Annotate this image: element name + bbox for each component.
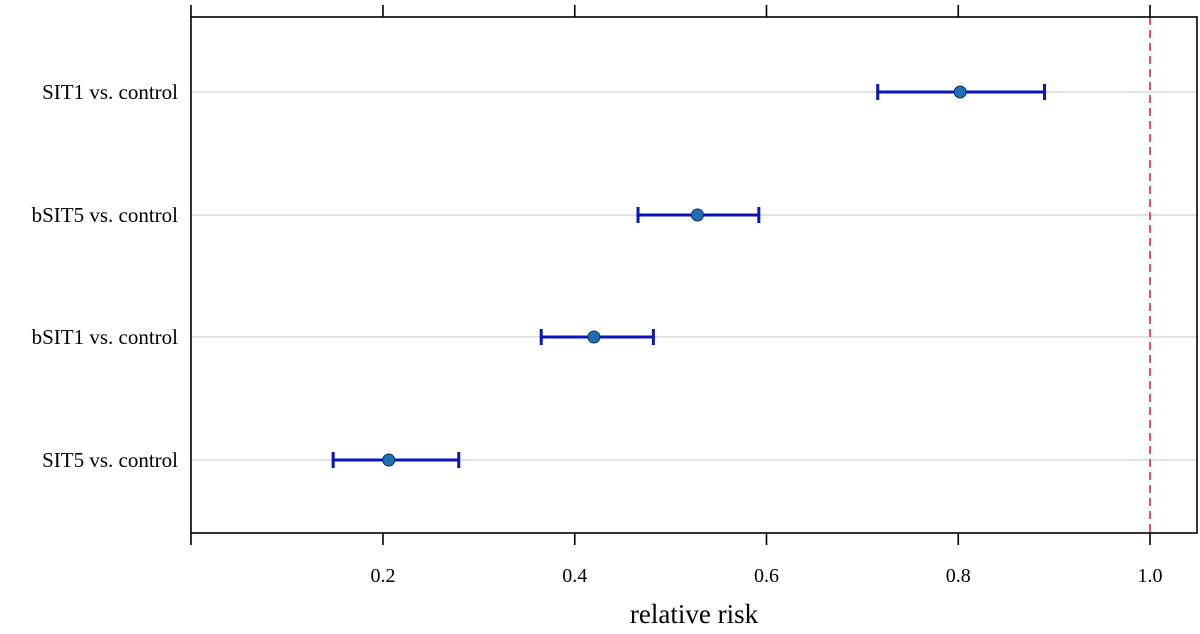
plot-frame xyxy=(190,16,1198,534)
x-tick-label: 0.4 xyxy=(562,565,587,587)
point-estimate xyxy=(382,453,396,467)
x-tick-label: 0.2 xyxy=(371,565,396,587)
x-tick-label: 1.0 xyxy=(1138,565,1163,587)
axis-ticks xyxy=(190,5,1151,545)
point-estimate xyxy=(587,330,601,344)
point-estimate xyxy=(690,208,704,222)
x-tick-label: 0.6 xyxy=(754,565,779,587)
category-labels: SIT1 vs. control bSIT5 vs. control bSIT1 v… xyxy=(32,80,179,472)
category-label: SIT1 vs. control xyxy=(42,80,178,104)
x-axis-label: relative risk xyxy=(630,599,759,629)
x-tick-labels: 0.2 0.4 0.6 0.8 1.0 xyxy=(371,565,1163,587)
data-marks xyxy=(331,84,1047,468)
category-label: SIT5 vs. control xyxy=(42,448,178,472)
grid-lines xyxy=(191,91,1197,461)
point-estimate xyxy=(953,85,967,99)
x-tick-label: 0.8 xyxy=(946,565,971,587)
category-label: bSIT5 vs. control xyxy=(32,203,179,227)
category-label: bSIT1 vs. control xyxy=(32,325,179,349)
